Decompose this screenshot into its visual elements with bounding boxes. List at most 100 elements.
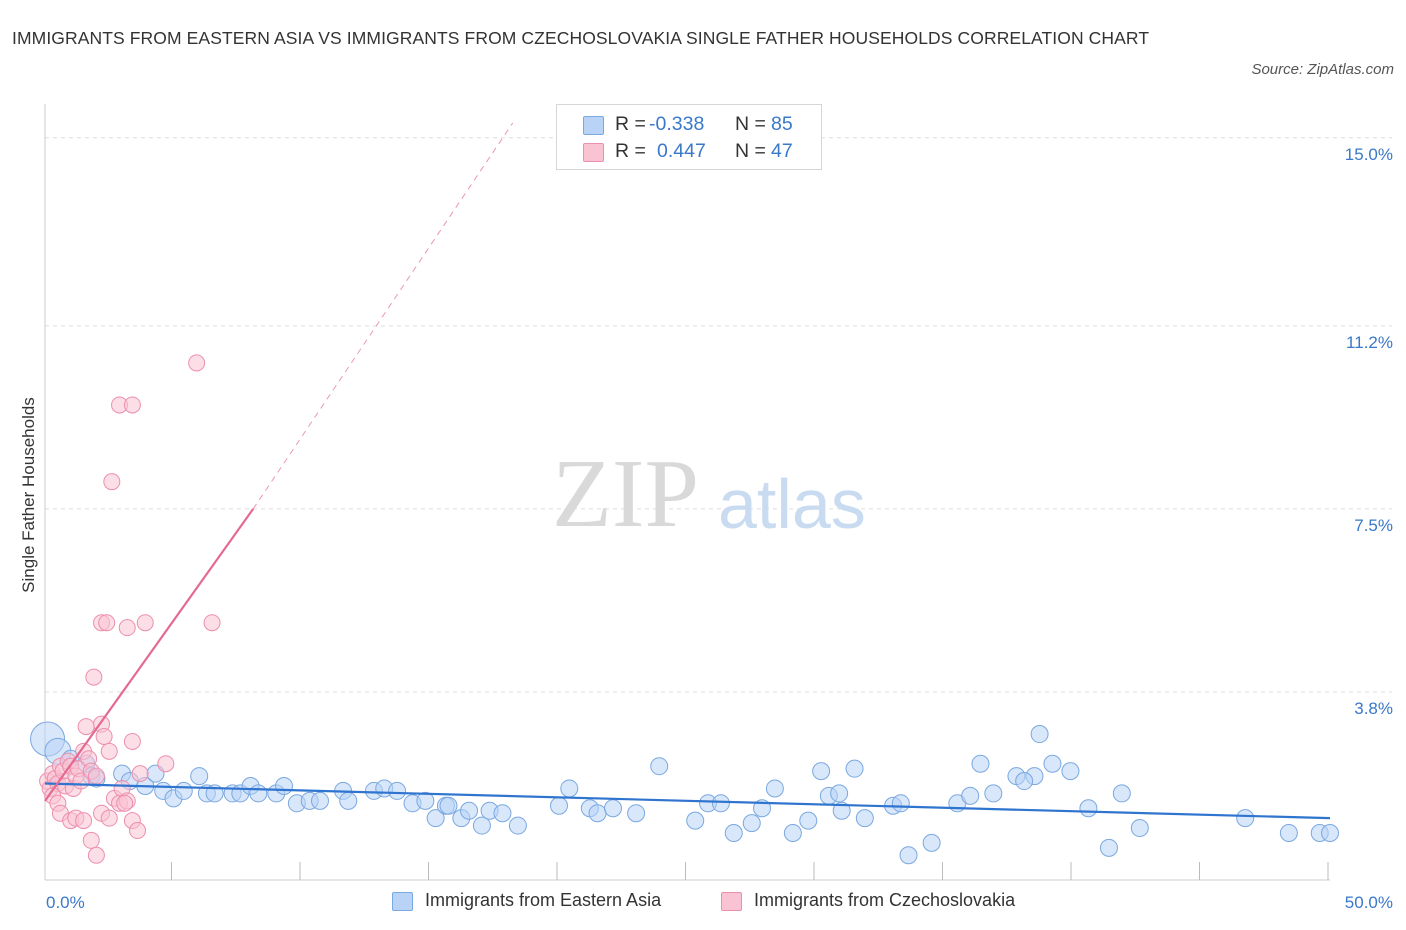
trend-line-czechoslovakia <box>44 508 255 802</box>
data-point-eastern-asia <box>550 796 568 815</box>
watermark-atlas: atlas <box>718 465 866 543</box>
data-point-czechoslovakia <box>129 822 147 840</box>
y-axis-title: Single Father Households <box>19 397 38 593</box>
data-point-czechoslovakia <box>100 742 118 760</box>
legend-r-label: R = <box>615 140 646 162</box>
data-point-eastern-asia <box>190 767 209 786</box>
data-point-eastern-asia <box>588 804 607 823</box>
data-point-czechoslovakia <box>203 614 221 632</box>
data-point-czechoslovakia <box>82 831 100 849</box>
legend-n-value: 85 <box>771 113 793 135</box>
data-point-eastern-asia <box>1079 799 1098 818</box>
data-point-eastern-asia <box>416 791 435 810</box>
data-point-czechoslovakia <box>103 473 121 491</box>
data-point-czechoslovakia <box>188 354 206 372</box>
x-tick-label: 0.0% <box>46 893 85 912</box>
data-point-eastern-asia <box>388 781 407 800</box>
trend-lines <box>44 122 1331 820</box>
data-point-eastern-asia <box>439 796 458 815</box>
y-tick-label: 7.5% <box>1354 516 1393 535</box>
data-point-eastern-asia <box>1236 809 1255 828</box>
legend-swatch-pink <box>583 143 604 162</box>
trend-extension-czechoslovakia <box>252 122 514 510</box>
data-point-eastern-asia <box>1321 823 1339 842</box>
data-point-czechoslovakia <box>123 396 141 414</box>
data-point-eastern-asia <box>961 786 980 805</box>
data-point-eastern-asia <box>249 784 268 803</box>
y-tick-label: 15.0% <box>1345 145 1393 164</box>
data-point-eastern-asia <box>603 799 622 818</box>
series-legend: Immigrants from Eastern Asia Immigrants … <box>0 890 1406 916</box>
data-point-eastern-asia <box>560 779 579 798</box>
data-point-eastern-asia <box>1061 762 1080 781</box>
trend-line-eastern-asia <box>44 782 1331 820</box>
data-point-czechoslovakia <box>116 794 134 812</box>
legend-n-value: 47 <box>771 140 793 162</box>
data-point-eastern-asia <box>922 833 941 852</box>
watermark: ZIP atlas <box>552 440 866 548</box>
data-point-czechoslovakia <box>100 809 118 827</box>
data-point-czechoslovakia <box>131 765 149 783</box>
series-czechoslovakia-points <box>39 354 221 864</box>
chart-title: IMMIGRANTS FROM EASTERN ASIA VS IMMIGRAN… <box>12 28 1150 48</box>
legend-label-czechoslovakia: Immigrants from Czechoslovakia <box>754 890 1016 910</box>
data-point-eastern-asia <box>460 801 479 820</box>
data-point-eastern-asia <box>855 809 874 828</box>
legend-swatch-blue <box>392 892 413 911</box>
data-point-czechoslovakia <box>85 668 103 686</box>
data-point-eastern-asia <box>845 759 864 778</box>
data-point-eastern-asia <box>1112 784 1131 803</box>
data-point-eastern-asia <box>830 784 849 803</box>
legend-swatch-blue <box>583 116 604 135</box>
legend-n-label: N = <box>735 140 766 162</box>
legend-r-value: 0.447 <box>657 140 706 162</box>
data-point-eastern-asia <box>724 823 743 842</box>
legend-r-value: -0.338 <box>649 113 705 135</box>
data-point-eastern-asia <box>1279 823 1298 842</box>
data-point-eastern-asia <box>1015 772 1034 791</box>
y-axis-tick-labels: 3.8% 7.5% 11.2% 15.0% <box>1345 145 1393 718</box>
legend-label-eastern-asia: Immigrants from Eastern Asia <box>425 890 662 910</box>
data-point-eastern-asia <box>1130 819 1149 838</box>
legend-swatch-pink <box>721 892 742 911</box>
data-point-eastern-asia <box>1043 754 1062 773</box>
data-point-eastern-asia <box>426 809 445 828</box>
correlation-legend: R = -0.338 N = 85 R = 0.447 N = 47 <box>556 104 822 170</box>
data-point-eastern-asia <box>472 816 491 835</box>
gridlines <box>45 137 1392 693</box>
data-point-czechoslovakia <box>157 755 175 773</box>
data-point-eastern-asia <box>891 794 910 813</box>
data-point-eastern-asia <box>742 814 761 833</box>
data-point-eastern-asia <box>799 811 818 830</box>
data-point-czechoslovakia <box>118 619 136 637</box>
x-tick-label: 50.0% <box>1345 893 1393 912</box>
data-point-czechoslovakia <box>87 846 105 864</box>
data-point-eastern-asia <box>275 776 294 795</box>
legend-r-label: R = <box>615 113 646 135</box>
data-point-eastern-asia <box>812 762 831 781</box>
data-point-eastern-asia <box>984 784 1003 803</box>
data-point-eastern-asia <box>1099 838 1118 857</box>
data-point-czechoslovakia <box>136 614 154 632</box>
y-tick-label: 3.8% <box>1354 699 1393 718</box>
source-note: Source: ZipAtlas.com <box>1251 61 1394 78</box>
data-point-eastern-asia <box>339 791 358 810</box>
data-point-eastern-asia <box>310 791 329 810</box>
data-point-eastern-asia <box>711 794 730 813</box>
data-point-czechoslovakia <box>77 718 95 736</box>
data-point-czechoslovakia <box>95 728 113 746</box>
data-point-eastern-asia <box>627 804 646 823</box>
data-point-eastern-asia <box>1030 725 1049 744</box>
watermark-zip: ZIP <box>552 440 699 548</box>
data-point-eastern-asia <box>832 801 851 820</box>
data-point-eastern-asia <box>783 823 802 842</box>
data-point-eastern-asia <box>650 757 669 776</box>
y-tick-label: 11.2% <box>1346 333 1393 352</box>
data-point-eastern-asia <box>899 846 918 865</box>
data-point-eastern-asia <box>508 816 527 835</box>
data-point-czechoslovakia <box>123 732 141 750</box>
data-point-eastern-asia <box>686 811 705 830</box>
series-eastern-asia-points <box>30 721 1339 865</box>
data-point-czechoslovakia <box>98 614 116 632</box>
